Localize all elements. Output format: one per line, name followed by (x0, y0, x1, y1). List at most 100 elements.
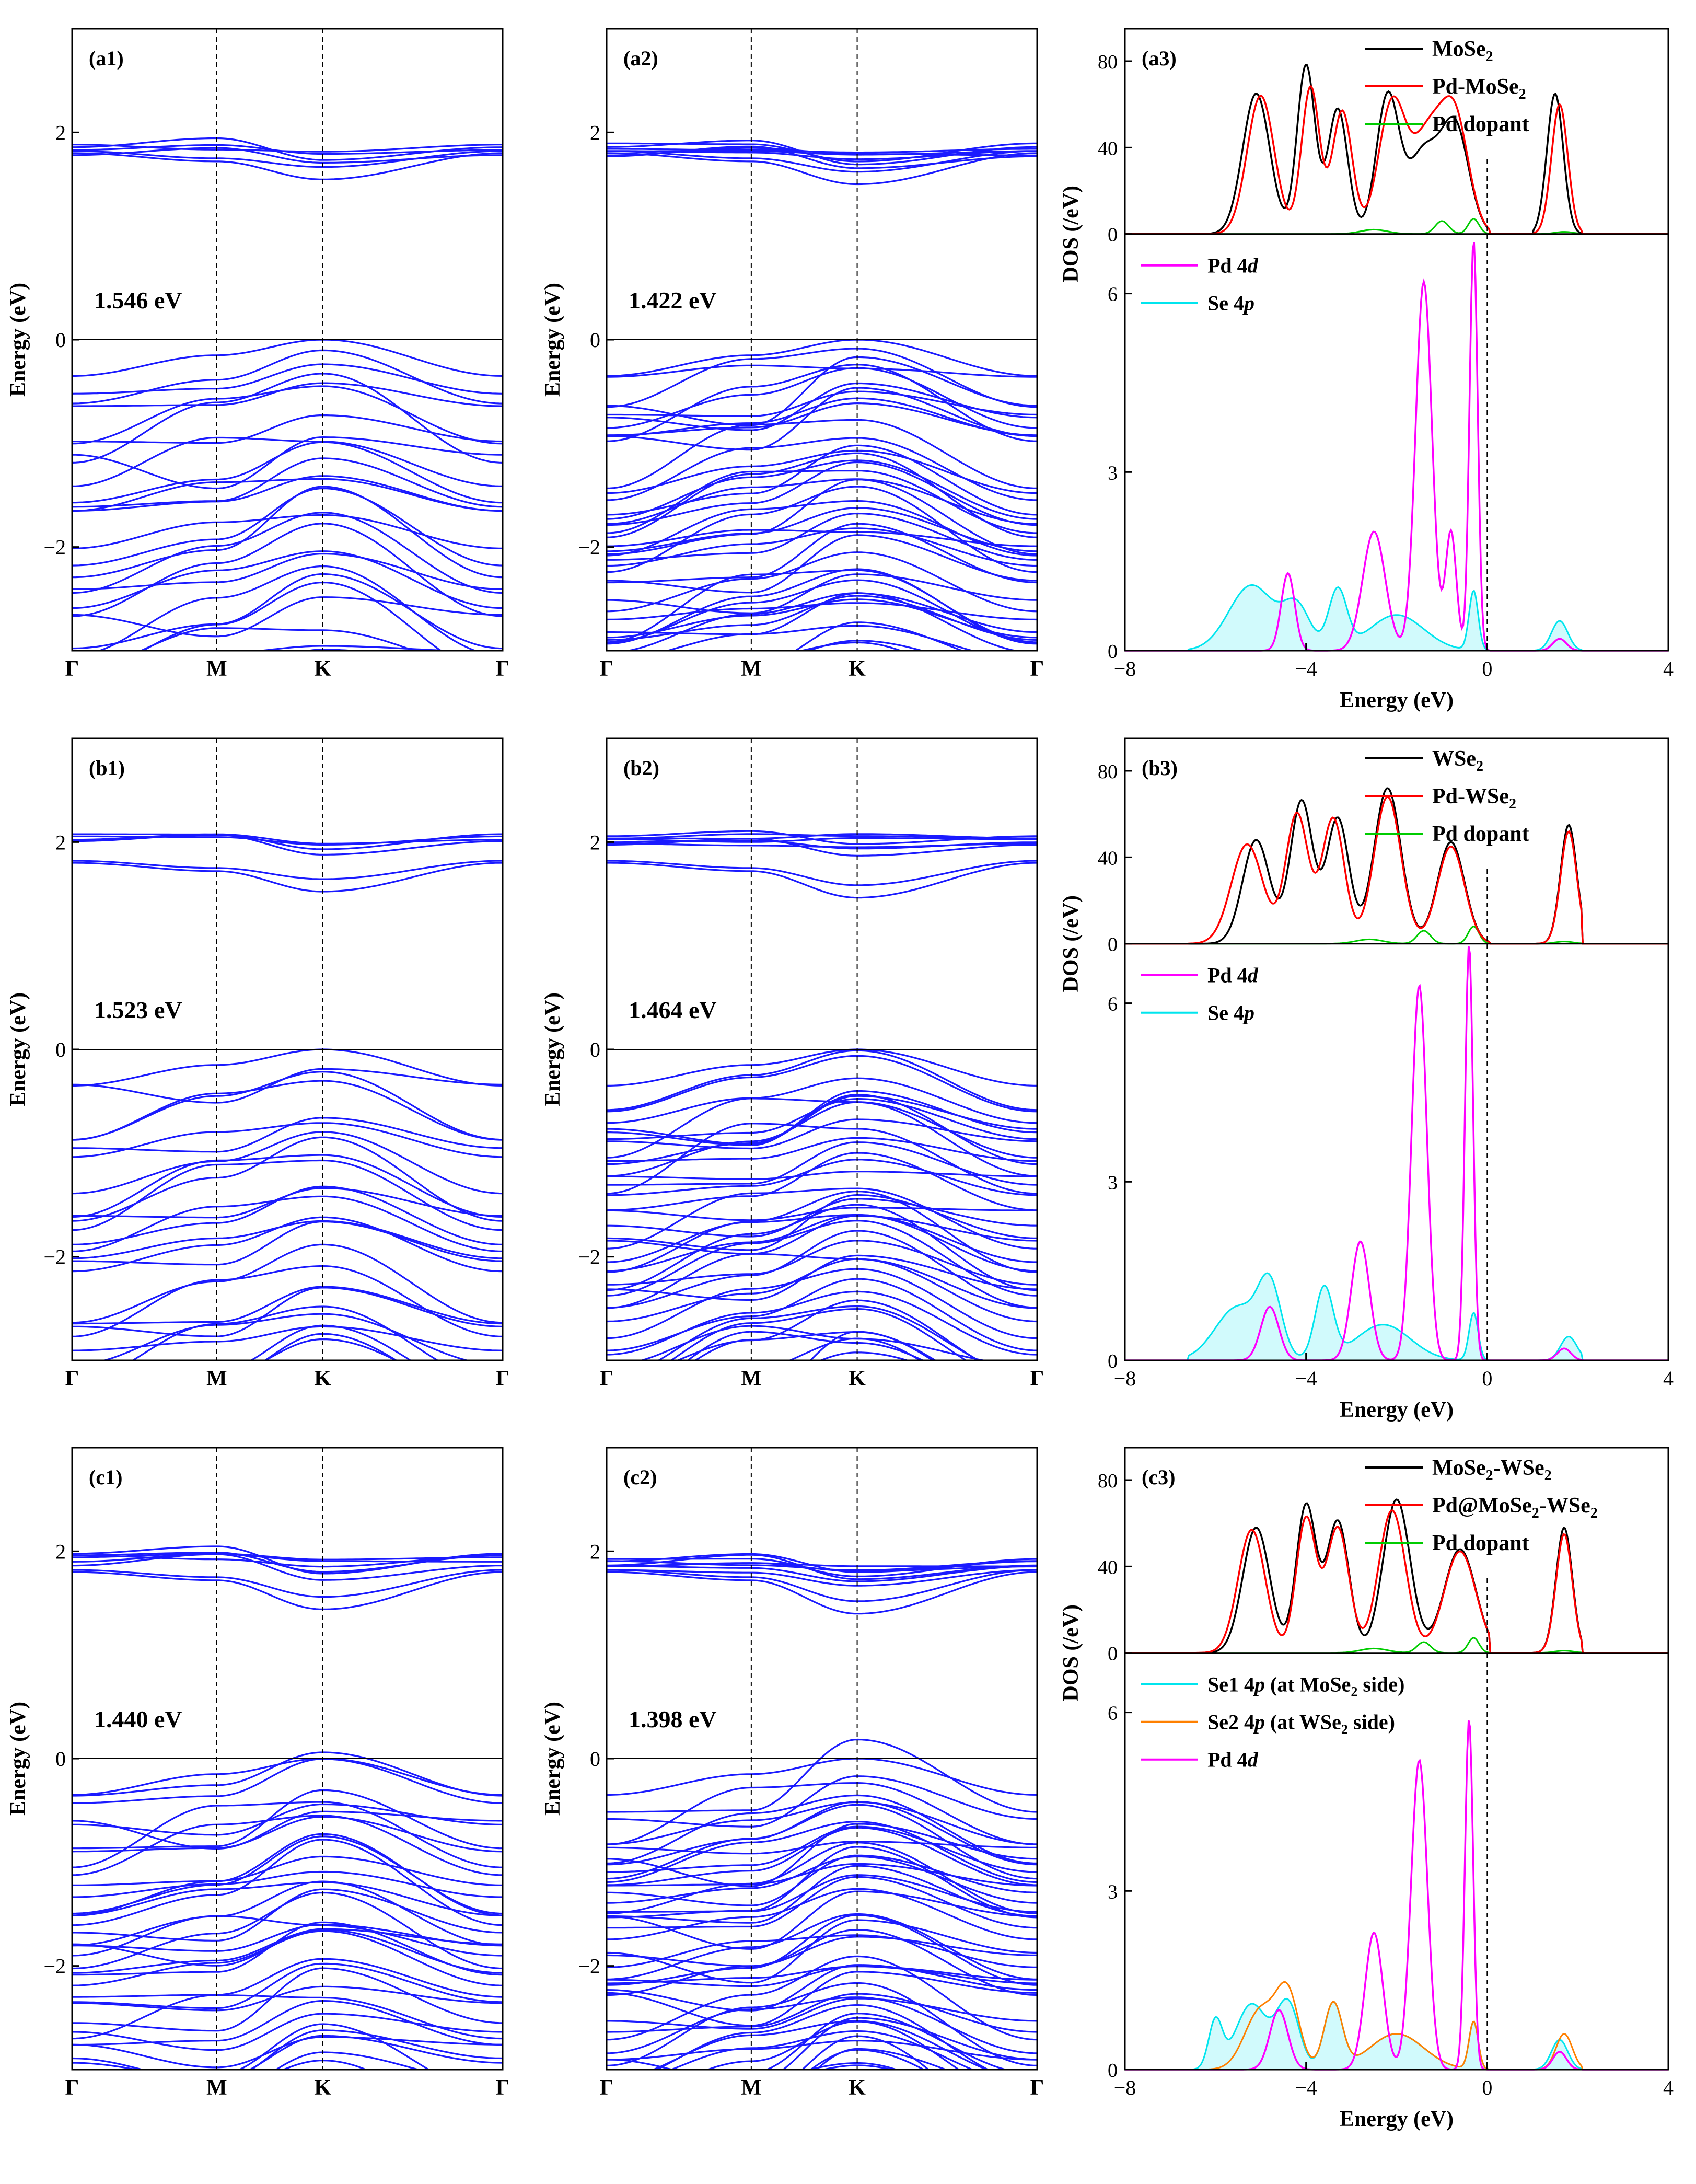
dos-curve-se (1125, 584, 1668, 652)
valence-band (249, 1324, 412, 1360)
y-tick-label: 2 (590, 1540, 600, 1563)
kpoint-label: K (314, 657, 331, 681)
legend-subscript: 2 (1341, 1722, 1348, 1737)
band-panel: 2 0 −2 Γ M K Γ (c2) 1.398 eV Energy (eV) (541, 1447, 1044, 2100)
x-tick-label: 4 (1663, 1367, 1674, 1390)
valence-band (72, 2036, 503, 2069)
valence-band (607, 529, 1037, 547)
valence-band (607, 1775, 1037, 1828)
conduction-band (72, 1569, 503, 1598)
dos-curve-pristine (1125, 787, 1668, 945)
conduction-band (607, 1553, 1037, 1574)
valence-band (607, 1993, 1037, 2033)
valence-band (72, 1068, 503, 1104)
band-panel: 2 0 −2 Γ M K Γ (c1) 1.440 eV Energy (eV) (6, 1447, 510, 2127)
valence-band (72, 1881, 503, 1916)
valence-band (72, 1080, 503, 1141)
kpoint-label: Γ (1030, 2076, 1044, 2100)
valence-band (607, 1090, 1037, 1147)
y-axis-label: Energy (eV) (541, 1702, 565, 1816)
valence-band (669, 2030, 974, 2070)
dos-fill-se (1125, 1273, 1668, 1360)
kpoint-label: K (314, 1367, 331, 1391)
legend-label: Pd@MoSe2-WSe2 (1432, 1494, 1598, 1521)
band-gap-label: 1.464 eV (629, 997, 717, 1023)
kpoint-label: Γ (1030, 657, 1044, 681)
valence-band (607, 595, 1037, 641)
valence-band (72, 487, 503, 567)
valence-band (274, 2051, 421, 2070)
valence-band (72, 1921, 503, 1976)
valence-band (607, 1758, 1037, 1796)
valence-band (72, 2035, 503, 2070)
valence-band (607, 1919, 1037, 1984)
y-tick-label: 0 (1108, 1643, 1118, 1665)
valence-band (72, 475, 503, 512)
valence-band (72, 1967, 503, 2032)
y-axis-label: DOS (/eV) (1059, 895, 1083, 992)
valence-band (72, 478, 503, 512)
valence-band (607, 1825, 1037, 1873)
x-tick-label: 0 (1482, 657, 1492, 680)
valence-band (820, 2064, 895, 2070)
legend-text: -WSe (1539, 1494, 1590, 1518)
y-tick-label: −2 (578, 536, 600, 559)
legend-italic: p (1242, 1001, 1254, 1025)
legend-text: -WSe (1493, 1456, 1544, 1480)
x-tick-label: 0 (1482, 2076, 1492, 2099)
valence-band (607, 1290, 1037, 1356)
kpoint-label: M (206, 657, 227, 681)
valence-band (607, 1996, 1037, 2054)
valence-band (607, 1804, 1037, 1880)
valence-band (72, 2078, 503, 2127)
dos-curve-pd-dopant (1125, 1637, 1668, 1654)
conduction-band (607, 860, 1037, 886)
kpoint-label: Γ (496, 657, 510, 681)
conduction-band (72, 150, 503, 168)
panel-label: (c3) (1142, 1465, 1175, 1489)
valence-band (607, 364, 1037, 442)
y-tick-label: 0 (1108, 2060, 1118, 2082)
valence-band (607, 1230, 1037, 1309)
valence-band (809, 2049, 925, 2070)
band-gap-label: 1.422 eV (629, 287, 717, 314)
valence-band (651, 2020, 989, 2070)
valence-band (638, 1325, 988, 1360)
valence-band (607, 1207, 1037, 1221)
dos-panel: 0 40 80 0 3 6 −8 −4 0 4 Energy (eV) DOS (/eV) (c3) Mo… (1059, 1447, 1674, 2131)
y-tick-label: 80 (1098, 51, 1118, 73)
band-lines (72, 1545, 503, 2127)
y-tick-label: 2 (590, 121, 600, 144)
valence-band (607, 1794, 1037, 1864)
valence-band (72, 1216, 503, 1273)
valence-band (665, 625, 975, 651)
x-tick-label: −8 (1114, 2076, 1136, 2099)
dos-curve-doped (1125, 795, 1668, 945)
panel-label: (b1) (89, 756, 125, 780)
valence-band (72, 573, 503, 650)
valence-band (787, 1337, 922, 1360)
legend-italic: d (1248, 254, 1259, 278)
valence-band (72, 1801, 503, 1868)
dos-curve-pristine (1125, 63, 1668, 235)
valence-band (686, 1331, 925, 1360)
valence-band (72, 1220, 503, 1266)
legend-label: Pd dopant (1432, 1531, 1529, 1555)
kpoint-label: Γ (496, 2076, 510, 2100)
valence-band (607, 1055, 1037, 1113)
valence-band (607, 1258, 1037, 1323)
valence-band (607, 523, 1037, 584)
valence-band (607, 1171, 1037, 1180)
legend-text: Se2 4 (1207, 1711, 1254, 1734)
valence-band (607, 1800, 1037, 1866)
valence-band (139, 627, 417, 651)
valence-band (72, 1117, 503, 1153)
y-tick-label: 0 (1108, 224, 1118, 246)
valence-band (607, 1214, 1037, 1263)
valence-band (72, 441, 503, 504)
valence-band (607, 1097, 1037, 1140)
kpoint-label: Γ (65, 2076, 79, 2100)
legend-subscript: 2 (1590, 1505, 1598, 1521)
panel-label: (c2) (623, 1465, 657, 1489)
legend-label: Se2 4p (at WSe2 side) (1207, 1711, 1395, 1737)
